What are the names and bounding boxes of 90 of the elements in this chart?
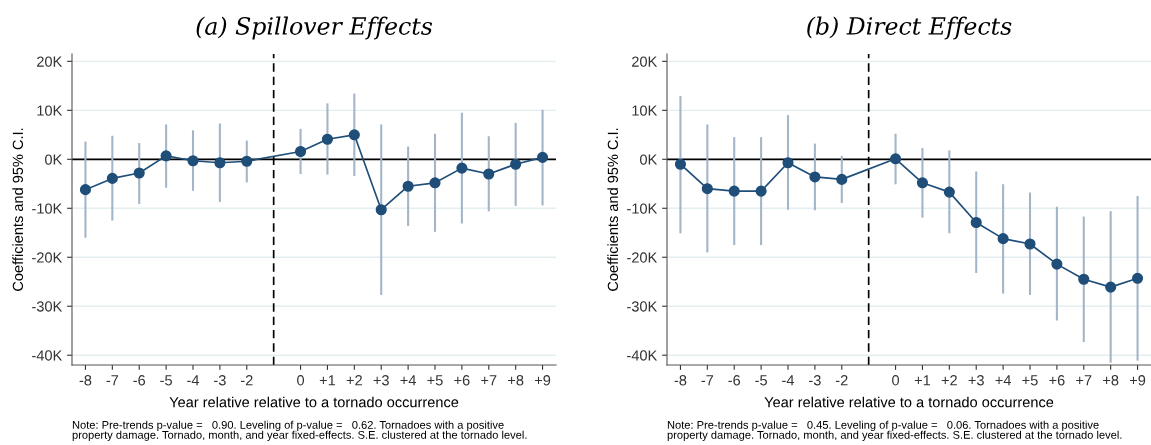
y-tick-label: -20K (627, 252, 658, 263)
x-tick-label: -5 (160, 375, 172, 386)
x-tick-label: +5 (427, 375, 443, 386)
x-tick-label: +7 (1076, 375, 1092, 386)
x-tick-label: -3 (809, 375, 821, 386)
y-tick-label: 0K (640, 154, 658, 165)
y-tick-label: 10K (632, 105, 658, 116)
x-tick-label: +3 (968, 375, 984, 386)
x-tick-label: +3 (373, 375, 389, 386)
x-tick-label: -8 (79, 375, 92, 386)
y-tick-label: -10K (32, 203, 63, 214)
text: Note: Pre-trends p-value = 0.90. Leveling of p-value = 0.62. Tornadoes with a positive property damage. Tornado, month, and year fixed-effects. S.E. clustered at the tornado level. (72, 420, 527, 441)
point (701, 183, 713, 195)
point (402, 180, 414, 192)
x-tick-label: +6 (1049, 375, 1065, 386)
x-tick-label: +2 (346, 375, 362, 386)
x-tick-label: +6 (454, 375, 470, 386)
y-tick-label: -20K (32, 252, 63, 263)
point (836, 173, 848, 185)
y-tick-label: -40K (627, 350, 658, 361)
point (755, 185, 767, 197)
y-tick-label: 20K (37, 56, 63, 67)
point (348, 129, 360, 141)
point (375, 204, 387, 216)
x-tick-label: -2 (240, 375, 253, 386)
x-tick-label: -6 (728, 375, 741, 386)
point (510, 158, 522, 170)
point (483, 168, 495, 180)
x-tick-label: +8 (508, 375, 524, 386)
point (970, 216, 982, 229)
chart-title: (b) Direct Effects (807, 16, 1012, 40)
x-tick-label: 0 (297, 375, 305, 386)
y-tick-label: -30K (32, 301, 63, 312)
y-tick-label: -30K (627, 301, 658, 312)
x-tick-label: -2 (835, 375, 848, 386)
y-axis-title: Coefficients and 95% C.I. (12, 128, 24, 291)
point (943, 186, 955, 198)
y-tick-label: 10K (37, 105, 63, 116)
point (1051, 258, 1063, 270)
point (294, 145, 307, 158)
x-tick-label: -5 (755, 375, 767, 386)
x-tick-label: -4 (187, 375, 200, 386)
point (106, 172, 118, 184)
x-tick-label: 0 (892, 375, 900, 386)
x-tick-label: -3 (214, 375, 226, 386)
point (728, 185, 740, 197)
y-tick-label: -40K (32, 350, 63, 361)
point (214, 157, 226, 169)
x-axis-title: Year relative relative to a tornado occurrence (169, 396, 459, 408)
point (916, 177, 929, 189)
x-axis-title: Year relative relative to a tornado occurrence (764, 396, 1054, 408)
point (133, 167, 145, 179)
y-tick-label: 20K (632, 56, 658, 67)
x-tick-label: +8 (1103, 375, 1119, 386)
point (1105, 281, 1117, 293)
y-axis-title: Coefficients and 95% C.I. (607, 128, 619, 291)
x-tick-label: +1 (914, 375, 931, 386)
x-tick-label: -7 (106, 375, 119, 386)
x-tick-label: +4 (400, 375, 416, 386)
point (674, 158, 687, 170)
point (809, 171, 821, 183)
y-tick-label: -10K (627, 203, 658, 214)
x-tick-label: +7 (481, 375, 497, 386)
y-tick-label: 0K (45, 154, 63, 165)
point (456, 162, 468, 174)
point (160, 150, 172, 162)
point (997, 233, 1009, 245)
point (782, 157, 794, 169)
x-tick-label: +1 (319, 375, 336, 386)
x-tick-label: +9 (1129, 375, 1146, 386)
x-tick-label: +5 (1022, 375, 1038, 386)
point (1131, 272, 1144, 284)
point (79, 184, 92, 196)
chart-title: (a) Spillover Effects (196, 16, 433, 40)
x-tick-label: -7 (701, 375, 714, 386)
x-tick-label: -6 (133, 375, 146, 386)
point (1078, 273, 1090, 285)
x-tick-label: -4 (782, 375, 795, 386)
x-tick-label: +4 (995, 375, 1011, 386)
point (187, 155, 199, 167)
point (536, 151, 549, 163)
x-tick-label: +2 (941, 375, 957, 386)
x-tick-label: -8 (674, 375, 687, 386)
text: Note: Pre-trends p-value = 0.45. Leveling of p-value = 0.06. Tornadoes with a positive property damage. Tornado, month, and year fixed-effects. S.E. clustered at the tornado level. (667, 420, 1122, 441)
point (1024, 238, 1036, 250)
point (321, 133, 334, 145)
point (241, 155, 253, 167)
x-tick-label: +9 (534, 375, 551, 386)
point (429, 177, 441, 189)
point (889, 153, 902, 165)
